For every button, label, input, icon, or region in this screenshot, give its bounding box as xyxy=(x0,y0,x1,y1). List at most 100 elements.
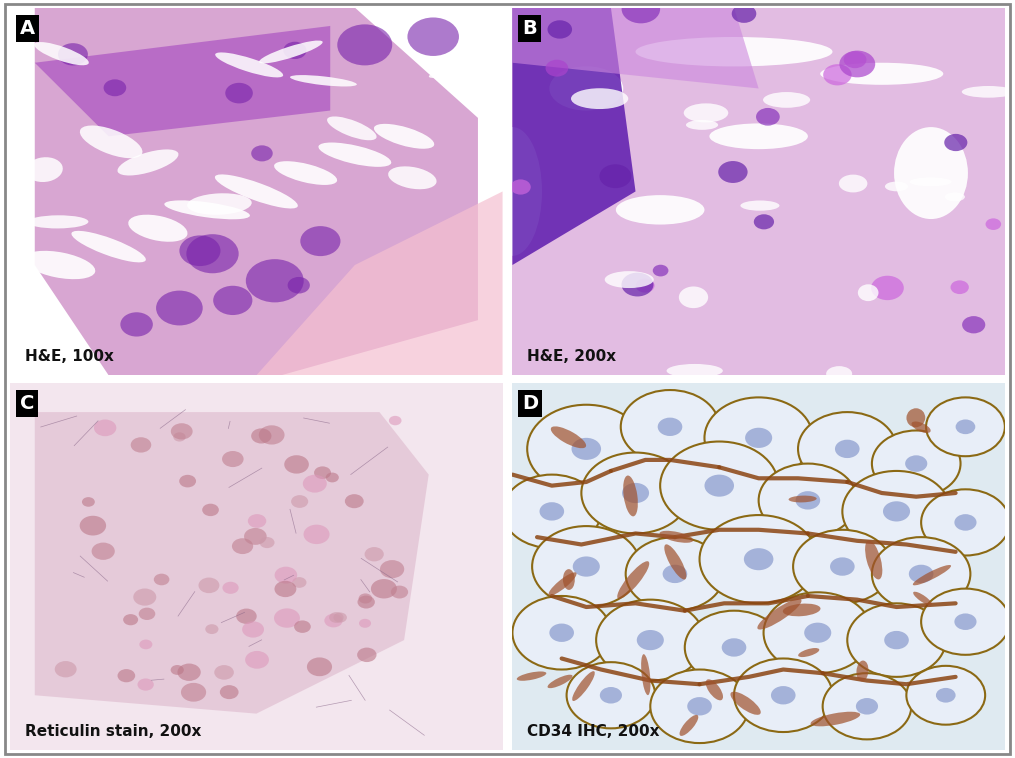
Circle shape xyxy=(513,596,611,669)
Circle shape xyxy=(389,416,402,425)
Circle shape xyxy=(364,547,384,562)
Circle shape xyxy=(123,614,138,625)
Ellipse shape xyxy=(319,143,391,167)
Ellipse shape xyxy=(549,67,623,111)
Ellipse shape xyxy=(616,195,704,224)
Polygon shape xyxy=(513,8,635,265)
Circle shape xyxy=(549,624,573,642)
Ellipse shape xyxy=(215,174,297,208)
Text: CD34 IHC, 200x: CD34 IHC, 200x xyxy=(527,725,660,739)
Circle shape xyxy=(118,669,135,682)
Circle shape xyxy=(248,514,266,528)
Ellipse shape xyxy=(945,193,965,202)
Circle shape xyxy=(326,472,339,482)
Ellipse shape xyxy=(740,200,780,211)
Circle shape xyxy=(307,657,332,676)
Ellipse shape xyxy=(894,127,968,219)
Ellipse shape xyxy=(274,161,337,185)
Ellipse shape xyxy=(215,52,283,77)
Circle shape xyxy=(986,218,1001,230)
Circle shape xyxy=(511,180,531,195)
Circle shape xyxy=(370,579,397,599)
Text: A: A xyxy=(20,19,36,38)
Polygon shape xyxy=(35,412,428,713)
Circle shape xyxy=(596,600,704,681)
Ellipse shape xyxy=(686,120,719,130)
Circle shape xyxy=(906,666,986,725)
Ellipse shape xyxy=(551,426,586,448)
Circle shape xyxy=(137,678,154,691)
Circle shape xyxy=(540,503,564,521)
Circle shape xyxy=(722,638,746,656)
Circle shape xyxy=(314,466,331,479)
Text: H&E, 100x: H&E, 100x xyxy=(25,349,114,365)
Circle shape xyxy=(872,431,960,496)
Text: D: D xyxy=(523,393,538,412)
Circle shape xyxy=(139,640,152,650)
Ellipse shape xyxy=(757,599,802,630)
Circle shape xyxy=(872,537,970,611)
Ellipse shape xyxy=(128,215,188,242)
Circle shape xyxy=(798,412,896,486)
Circle shape xyxy=(345,494,363,508)
Circle shape xyxy=(220,685,239,699)
Circle shape xyxy=(91,543,115,560)
Circle shape xyxy=(572,556,600,577)
Circle shape xyxy=(291,495,309,508)
Circle shape xyxy=(621,0,660,23)
Circle shape xyxy=(621,273,654,296)
Circle shape xyxy=(202,503,219,516)
Ellipse shape xyxy=(388,166,436,190)
Circle shape xyxy=(380,560,404,578)
Ellipse shape xyxy=(35,42,89,65)
Circle shape xyxy=(582,453,690,534)
Ellipse shape xyxy=(679,287,708,309)
Ellipse shape xyxy=(912,565,951,585)
Circle shape xyxy=(547,20,572,39)
Circle shape xyxy=(527,405,646,493)
Ellipse shape xyxy=(25,157,63,182)
Circle shape xyxy=(653,265,669,277)
Circle shape xyxy=(704,397,813,478)
Ellipse shape xyxy=(547,675,572,688)
Ellipse shape xyxy=(709,124,808,149)
Ellipse shape xyxy=(635,37,832,67)
Ellipse shape xyxy=(571,88,628,109)
Ellipse shape xyxy=(667,364,723,377)
Circle shape xyxy=(284,456,309,474)
Circle shape xyxy=(871,276,903,300)
Circle shape xyxy=(58,43,88,65)
Circle shape xyxy=(251,428,271,443)
Circle shape xyxy=(950,280,969,294)
Ellipse shape xyxy=(763,92,810,108)
Circle shape xyxy=(830,557,855,576)
Circle shape xyxy=(745,428,772,448)
Circle shape xyxy=(635,278,655,293)
Circle shape xyxy=(171,423,193,440)
Circle shape xyxy=(758,464,857,537)
Text: Reticulin stain, 200x: Reticulin stain, 200x xyxy=(25,725,201,739)
Circle shape xyxy=(922,589,1010,655)
Circle shape xyxy=(962,316,986,334)
Circle shape xyxy=(566,662,656,728)
Ellipse shape xyxy=(731,692,761,715)
Ellipse shape xyxy=(664,544,686,580)
Circle shape xyxy=(82,497,94,507)
Circle shape xyxy=(532,526,640,607)
Circle shape xyxy=(55,661,76,678)
Circle shape xyxy=(180,475,196,487)
Ellipse shape xyxy=(660,531,693,543)
Circle shape xyxy=(260,537,274,548)
Ellipse shape xyxy=(563,569,574,590)
Circle shape xyxy=(259,425,284,444)
Circle shape xyxy=(275,567,297,584)
Polygon shape xyxy=(257,192,502,375)
Text: B: B xyxy=(523,19,537,38)
Ellipse shape xyxy=(641,654,651,695)
Ellipse shape xyxy=(962,86,1015,98)
Circle shape xyxy=(133,588,156,606)
Text: H&E, 200x: H&E, 200x xyxy=(527,349,616,365)
Ellipse shape xyxy=(909,177,952,186)
Circle shape xyxy=(246,259,303,302)
Circle shape xyxy=(337,24,392,65)
